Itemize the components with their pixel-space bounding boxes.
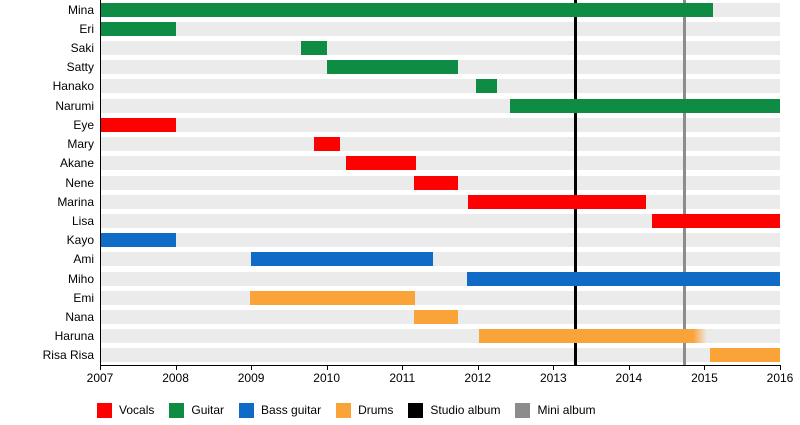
row-label-lisa: Lisa <box>71 213 94 228</box>
member-bar-nene <box>413 175 459 190</box>
row-label-mina: Mina <box>67 2 94 17</box>
legend-label: Vocals <box>119 403 155 417</box>
axis-tick-label-2008: 2008 <box>162 371 189 385</box>
axis-tick <box>100 366 101 370</box>
legend-label: Drums <box>358 403 394 417</box>
legend-label: Bass guitar <box>261 403 322 417</box>
row-strip <box>100 213 780 228</box>
axis-tick-label-2014: 2014 <box>615 371 643 385</box>
member-bar-hanako <box>476 79 498 94</box>
axis-tick <box>175 366 177 370</box>
row-label-nene: Nene <box>65 175 94 190</box>
row-label-kayo: Kayo <box>66 233 94 248</box>
guitar-swatch-icon <box>169 402 185 418</box>
axis-tick <box>704 366 706 370</box>
drums-swatch-icon <box>336 402 352 418</box>
axis-tick <box>477 366 479 370</box>
member-bar-haruna <box>479 329 708 344</box>
axis-tick-label-2016: 2016 <box>766 371 794 385</box>
row-label-mary: Mary <box>67 137 94 152</box>
row-strip <box>100 137 780 152</box>
bass-guitar-swatch-icon <box>239 402 255 418</box>
axis-tick <box>780 366 781 370</box>
row-label-eye: Eye <box>73 117 94 132</box>
member-bar-narumi <box>509 98 780 113</box>
row-label-akane: Akane <box>59 156 94 171</box>
axis-tick-label-2009: 2009 <box>237 371 265 385</box>
mini-album-swatch-icon <box>515 402 531 418</box>
member-bar-miho <box>467 271 780 286</box>
row-label-marina: Marina <box>57 194 94 209</box>
row-strip <box>100 233 780 248</box>
member-bar-mina <box>100 2 713 17</box>
timeline-plot: Mina Eri Saki Satty Hanako Narumi Eye Mary Akane… <box>42 0 794 385</box>
member-bar-marina <box>467 194 646 209</box>
x-axis <box>100 365 781 366</box>
legend-label: Mini album <box>537 403 596 417</box>
axis-tick <box>628 366 630 370</box>
row-strip <box>100 117 780 132</box>
row-label-satty: Satty <box>66 60 94 75</box>
member-bar-nana <box>413 309 459 324</box>
member-bar-satty <box>326 60 459 75</box>
axis-tick-label-2012: 2012 <box>464 371 492 385</box>
row-strip <box>100 41 780 56</box>
axis-tick <box>251 366 253 370</box>
row-strip <box>100 156 780 171</box>
row-strip <box>100 79 780 94</box>
row-strip <box>100 252 780 267</box>
member-bar-ami <box>251 252 434 267</box>
row-label-haruna: Haruna <box>54 329 94 344</box>
member-bar-saki <box>300 41 328 56</box>
legend-label: Studio album <box>430 403 501 417</box>
member-bar-eye <box>100 117 176 132</box>
legend-item-mini-album: Mini album <box>515 402 596 418</box>
axis-tick-label-2013: 2013 <box>539 371 567 385</box>
y-axis <box>100 0 101 365</box>
member-bar-risa-risa <box>709 348 780 363</box>
member-bar-eri <box>100 21 176 36</box>
member-bar-emi <box>250 290 416 305</box>
row-label-ami: Ami <box>73 252 94 267</box>
member-bar-lisa <box>652 213 780 228</box>
row-strip <box>100 348 780 363</box>
axis-tick-label-2015: 2015 <box>691 371 718 385</box>
legend-item-vocals: Vocals <box>97 402 155 418</box>
axis-tick <box>402 366 404 370</box>
axis-tick <box>553 366 555 370</box>
legend: Vocals Guitar Bass guitar Drums Studio album… <box>97 400 596 420</box>
row-label-hanako: Hanako <box>52 79 94 94</box>
member-bar-akane <box>345 156 416 171</box>
row-label-saki: Saki <box>70 41 94 56</box>
axis-tick-label-2010: 2010 <box>313 371 340 385</box>
legend-item-guitar: Guitar <box>169 402 225 418</box>
axis-tick <box>326 366 328 370</box>
member-bar-mary <box>313 137 340 152</box>
axis-tick-label-2007: 2007 <box>86 371 114 385</box>
row-strip <box>100 290 780 305</box>
row-label-nana: Nana <box>65 309 94 324</box>
legend-item-bass-guitar: Bass guitar <box>239 402 322 418</box>
legend-item-drums: Drums <box>336 402 394 418</box>
axis-tick-label-2011: 2011 <box>389 371 416 385</box>
mini-album-line <box>682 0 686 365</box>
studio-album-line <box>573 0 577 365</box>
row-label-narumi: Narumi <box>55 98 94 113</box>
row-label-miho: Miho <box>67 271 94 286</box>
row-label-emi: Emi <box>73 290 94 305</box>
row-strip <box>100 21 780 36</box>
row-strip <box>100 194 780 209</box>
row-label-risa-risa: Risa Risa <box>42 348 94 363</box>
studio-album-swatch-icon <box>408 402 424 418</box>
member-bar-kayo <box>100 233 176 248</box>
legend-label: Guitar <box>191 403 225 417</box>
vocals-swatch-icon <box>97 402 112 418</box>
row-label-eri: Eri <box>79 21 94 36</box>
legend-item-studio-album: Studio album <box>408 402 501 418</box>
